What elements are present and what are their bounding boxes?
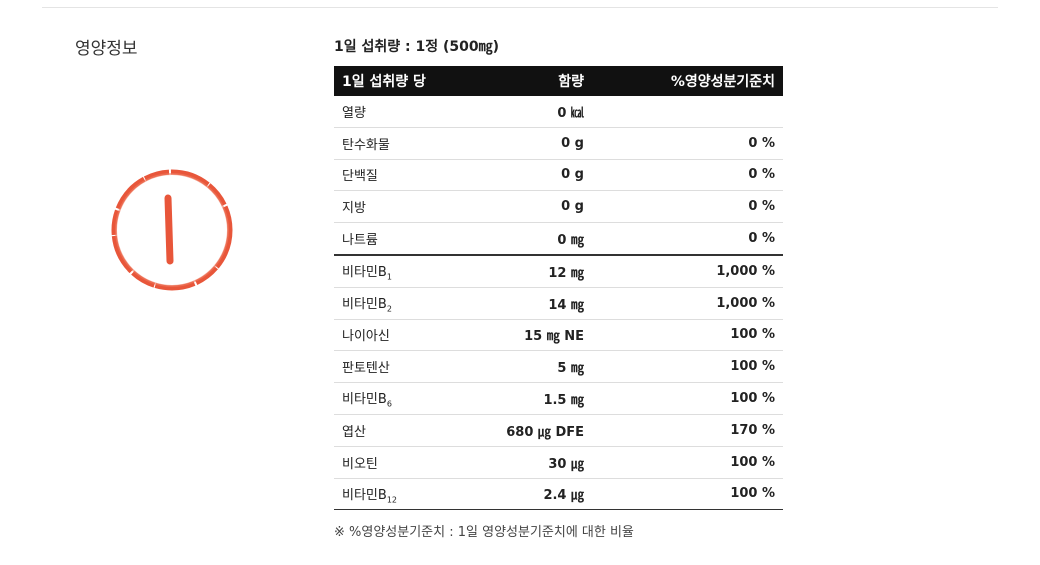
amount: 30 ㎍ [456,446,592,479]
table-row: 엽산 680 ㎍ DFE 170 % [334,414,783,447]
amount: 0 g [456,159,592,192]
nutrient-name: 나트륨 [334,222,456,256]
nutrient-label: 판토텐산 [342,361,390,377]
nutrient-subscript: 1 [386,272,392,282]
header-cell: 함량 [456,66,592,96]
nutrient-name: 비타민B12 [334,478,456,511]
percent: 0 % [592,127,783,160]
nutrient-label: 비타민B [342,392,387,408]
amount: 0 g [456,190,592,224]
table-row: 비타민B12 2.4 ㎍ 100 % [334,478,783,511]
header-cell: %영양성분기준치 [592,66,783,96]
percent: 0 % [592,190,783,224]
table-row: 비타민B2 14 ㎎ 1,000 % [334,287,783,320]
table-row: 판토텐산 5 ㎎ 100 % [334,350,783,384]
percent: 170 % [592,414,783,447]
nutrient-name: 비타민B6 [334,382,456,415]
percent: 0 % [592,159,783,192]
stamp-icon [111,169,233,291]
nutrient-label: 나이아신 [342,329,390,345]
percent: 0 % [592,222,783,256]
amount: 1.5 ㎎ [456,382,592,415]
nutrient-label: 지방 [342,201,366,217]
nutrient-name: 지방 [334,190,456,224]
nutrient-name: 비오틴 [334,446,456,479]
amount: 0 g [456,127,592,160]
table-row: 열량 0 ㎉ [334,96,783,128]
nutrient-name: 판토텐산 [334,350,456,384]
nutrient-name: 열량 [334,96,456,128]
amount: 14 ㎎ [456,287,592,320]
nutrient-label: 비타민B [342,487,387,503]
nutrient-name: 단백질 [334,159,456,192]
nutrient-label: 엽산 [342,424,366,440]
nutrient-label: 단백질 [342,169,378,185]
table-row: 비오틴 30 ㎍ 100 % [334,446,783,479]
amount: 2.4 ㎍ [456,478,592,511]
percent: 100 % [592,382,783,415]
nutrient-name: 비타민B1 [334,254,456,288]
nutrient-name: 엽산 [334,414,456,447]
percent: 100 % [592,478,783,511]
table-row: 비타민B6 1.5 ㎎ 100 % [334,382,783,415]
percent: 1,000 % [592,254,783,288]
nutrient-name: 나이아신 [334,319,456,352]
footnote: ※ %영양성분기준치 : 1일 영양성분기준치에 대한 비율 [334,525,634,540]
nutrient-label: 비오틴 [342,456,378,472]
table-row: 나트륨 0 ㎎ 0 % [334,222,783,256]
percent: 100 % [592,350,783,384]
nutrient-label: 열량 [342,105,366,121]
amount: 680 ㎍ DFE [456,414,592,447]
amount: 0 ㎉ [456,96,592,128]
percent [592,96,783,128]
table-row: 나이아신 15 ㎎ NE 100 % [334,319,783,352]
amount: 0 ㎎ [456,222,592,256]
header-cell: 1일 섭취량 당 [334,66,456,96]
header-row: 1일 섭취량 당 함량 %영양성분기준치 [334,66,783,96]
nutrient-label: 나트륨 [342,233,378,249]
divider [42,7,998,8]
nutrient-label: 비타민B [342,296,387,312]
percent: 100 % [592,319,783,352]
percent: 100 % [592,446,783,479]
nutrient-name: 탄수화물 [334,127,456,160]
nutrient-subscript: 12 [386,495,397,505]
nutrient-subscript: 6 [386,399,392,409]
serving-size: 1일 섭취량 : 1정 (500㎎) [334,39,499,55]
amount: 5 ㎎ [456,350,592,384]
nutrient-subscript: 2 [386,304,392,314]
amount: 12 ㎎ [456,254,592,288]
table-row: 비타민B1 12 ㎎ 1,000 % [334,254,783,288]
nutrient-label: 탄수화물 [342,137,390,153]
nutrient-name: 비타민B2 [334,287,456,320]
amount: 15 ㎎ NE [456,319,592,352]
section-title: 영양정보 [75,39,138,59]
nutrient-label: 비타민B [342,265,387,281]
percent: 1,000 % [592,287,783,320]
